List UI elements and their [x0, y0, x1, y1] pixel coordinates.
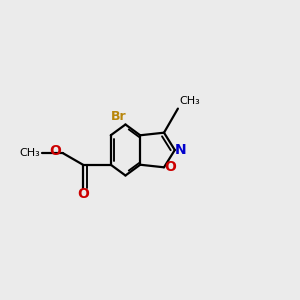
Text: O: O — [50, 144, 61, 158]
Text: N: N — [175, 143, 187, 157]
Text: O: O — [164, 160, 176, 174]
Text: O: O — [77, 187, 89, 200]
Text: CH₃: CH₃ — [20, 148, 40, 158]
Text: Br: Br — [111, 110, 127, 123]
Text: CH₃: CH₃ — [179, 96, 200, 106]
